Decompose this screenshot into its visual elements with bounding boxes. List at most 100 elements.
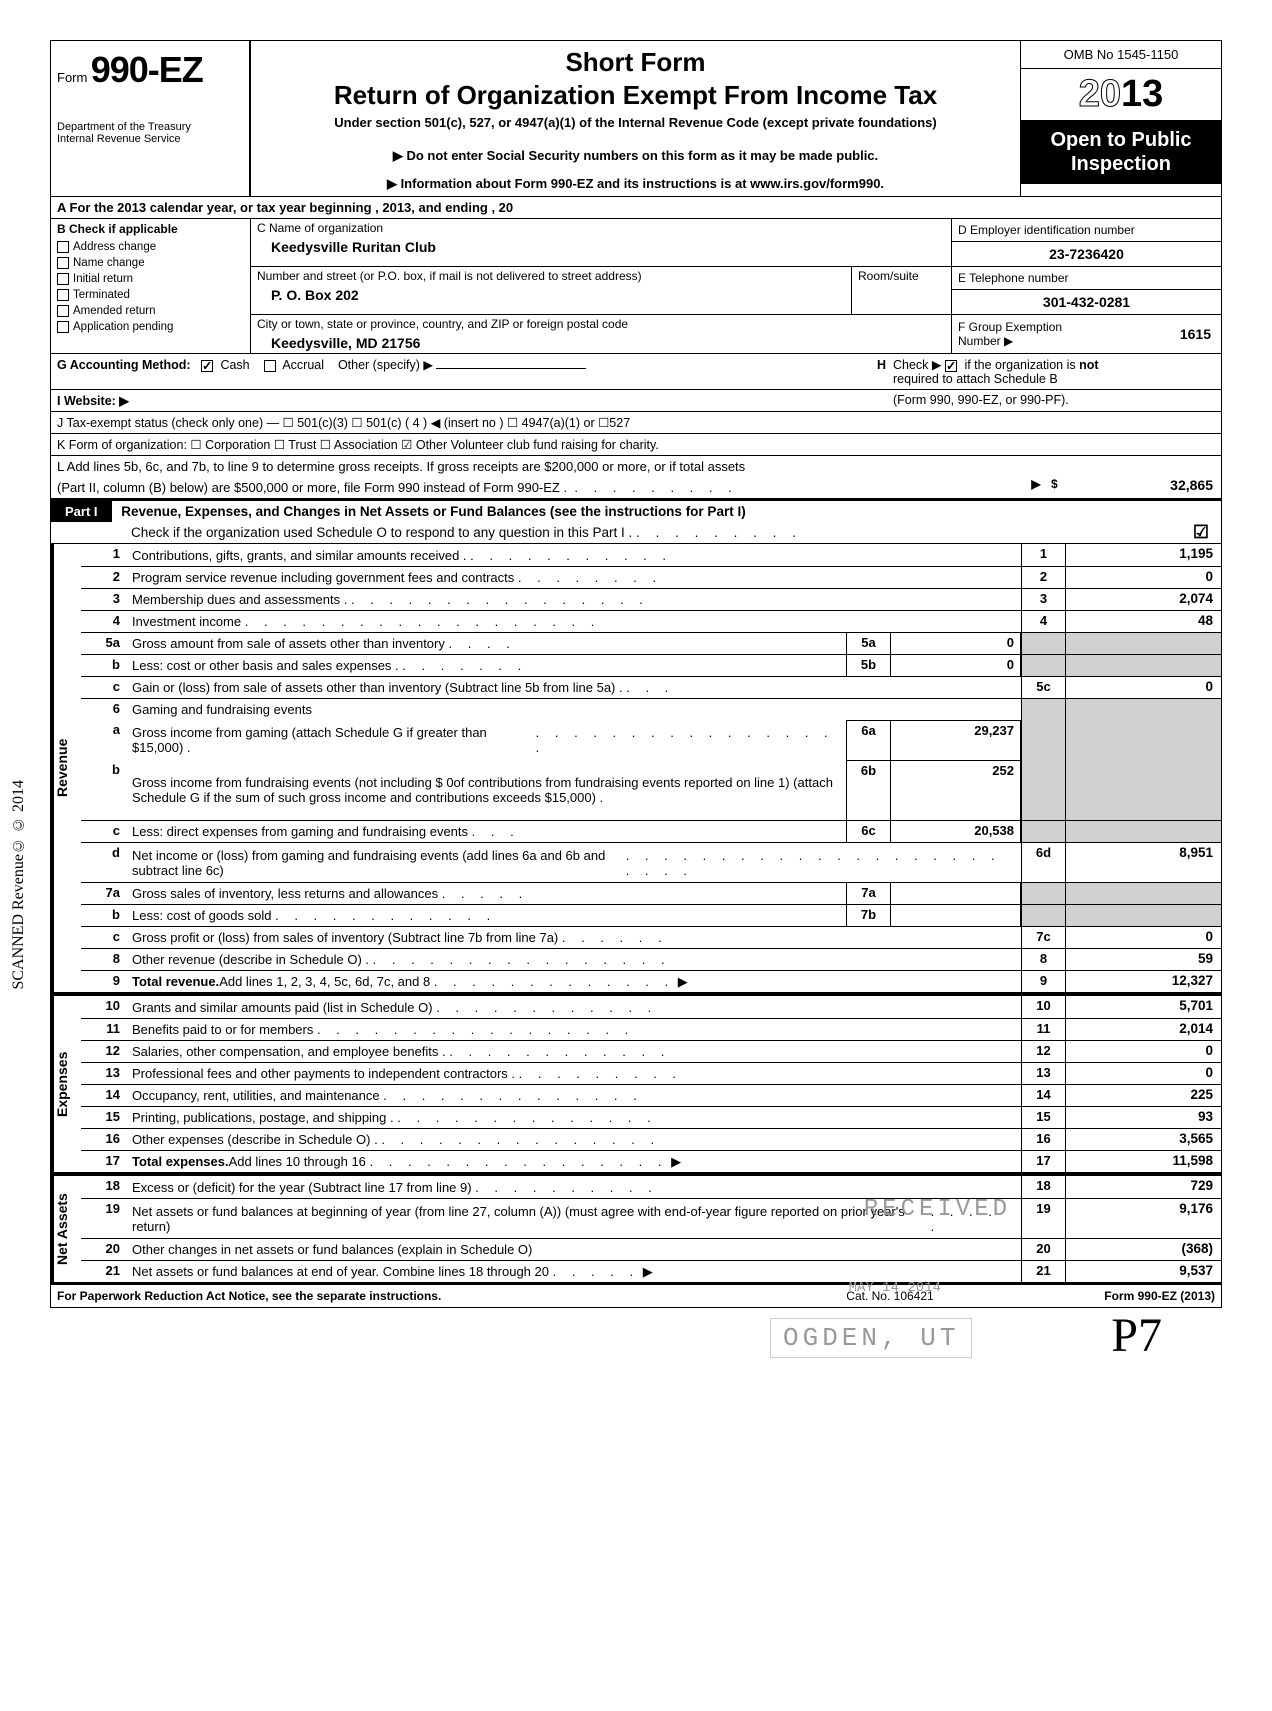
year-outline: 20 <box>1079 73 1121 115</box>
footer-paperwork: For Paperwork Reduction Act Notice, see … <box>57 1289 765 1303</box>
chk-terminated[interactable]: Terminated <box>51 287 250 303</box>
side-expenses: Expenses <box>51 996 81 1172</box>
netassets-section: Net Assets 18Excess or (deficit) for the… <box>51 1173 1221 1283</box>
part1-header-row: Part I Revenue, Expenses, and Changes in… <box>51 500 1221 544</box>
scanned-stamp: SCANNED Revenue© © 2014 <box>10 780 28 990</box>
chk-not-required-schb[interactable] <box>945 360 957 372</box>
line13-value: 0 <box>1066 1063 1221 1084</box>
page-number: P7 <box>1111 1308 1162 1363</box>
line17-value: 11,598 <box>1066 1151 1221 1172</box>
c-street-label: Number and street (or P.O. box, if mail … <box>251 267 851 285</box>
side-revenue: Revenue <box>51 544 81 992</box>
d-ein-label: D Employer identification number <box>952 219 1221 242</box>
footer-formno: Form 990-EZ (2013) <box>1015 1289 1215 1303</box>
g-accounting: G Accounting Method: Cash Accrual Other … <box>51 354 871 389</box>
e-phone-value: 301-432-0281 <box>952 290 1221 314</box>
chk-address-change[interactable]: Address change <box>51 239 250 255</box>
received-stamp: RECEIVED <box>864 1196 1011 1223</box>
chk-cash[interactable] <box>201 360 213 372</box>
footer-row: For Paperwork Reduction Act Notice, see … <box>51 1283 1221 1307</box>
omb-number: OMB No 1545-1150 <box>1021 41 1221 69</box>
b-header: B Check if applicable <box>51 219 250 239</box>
col-e: E Telephone number 301-432-0281 <box>951 267 1221 314</box>
line6d-value: 8,951 <box>1066 843 1221 882</box>
open-public-badge: Open to Public Inspection <box>1021 120 1221 184</box>
c-name-label: C Name of organization <box>251 219 951 237</box>
c-city-value: Keedysville, MD 21756 <box>251 333 951 353</box>
c-street-value: P. O. Box 202 <box>251 285 851 305</box>
line14-value: 225 <box>1066 1085 1221 1106</box>
col-b-checkboxes: B Check if applicable Address change Nam… <box>51 219 251 353</box>
line16-value: 3,565 <box>1066 1129 1221 1150</box>
line6b-value: 252 <box>891 760 1021 820</box>
row-j-tax-exempt: J Tax-exempt status (check only one) — ☐… <box>51 412 1221 434</box>
chk-initial-return[interactable]: Initial return <box>51 271 250 287</box>
f-number-label: Number ▶ <box>958 334 1013 348</box>
row-l: L Add lines 5b, 6c, and 7b, to line 9 to… <box>51 456 1221 500</box>
section-bcdef: B Check if applicable Address change Nam… <box>51 219 1221 354</box>
date-stamp: MAY 14 2014 <box>849 1280 941 1296</box>
part1-check-text: Check if the organization used Schedule … <box>51 522 1181 543</box>
row-a-text: A For the 2013 calendar year, or tax yea… <box>57 200 513 215</box>
line3-value: 2,074 <box>1066 589 1221 610</box>
chk-accrual[interactable] <box>264 360 276 372</box>
line6c-value: 20,538 <box>891 821 1021 842</box>
year-cell: OMB No 1545-1150 2013 Open to Public Ins… <box>1021 41 1221 196</box>
line2-value: 0 <box>1066 567 1221 588</box>
form-id-cell: Form 990-EZ Department of the Treasury I… <box>51 41 251 196</box>
e-phone-label: E Telephone number <box>952 267 1221 290</box>
i-website: I Website: ▶ <box>57 394 129 408</box>
line5a-value: 0 <box>891 633 1021 654</box>
open-line2: Inspection <box>1027 152 1215 176</box>
line9-value: 12,327 <box>1066 971 1221 992</box>
h-check: H Check ▶ if the organization is not req… <box>871 354 1221 389</box>
form-number: 990-EZ <box>91 49 203 90</box>
line4-value: 48 <box>1066 611 1221 632</box>
f-label: F Group Exemption <box>958 320 1062 334</box>
line10-value: 5,701 <box>1066 996 1221 1018</box>
ogden-stamp: OGDEN, UT <box>770 1318 972 1358</box>
row-i: I Website: ▶ (Form 990, 990-EZ, or 990-P… <box>51 390 1221 412</box>
col-c-org-info: C Name of organization Keedysville Rurit… <box>251 219 1221 353</box>
form-prefix: Form <box>57 70 87 85</box>
c-org-name: Keedysville Ruritan Club <box>251 237 951 257</box>
line15-value: 93 <box>1066 1107 1221 1128</box>
l-value: 32,865 <box>1071 477 1221 498</box>
subtitle: Under section 501(c), 527, or 4947(a)(1)… <box>261 115 1010 130</box>
form-990ez: Form 990-EZ Department of the Treasury I… <box>50 40 1222 1308</box>
l-text2: (Part II, column (B) below) are $500,000… <box>51 477 1021 498</box>
line6a-value: 29,237 <box>891 720 1021 760</box>
row-g-h: G Accounting Method: Cash Accrual Other … <box>51 354 1221 390</box>
year-bold: 13 <box>1121 73 1163 115</box>
line5c-value: 0 <box>1066 677 1221 698</box>
title-cell: Short Form Return of Organization Exempt… <box>251 41 1021 196</box>
h-line3: (Form 990, 990-EZ, or 990-PF). <box>871 390 1221 411</box>
open-line1: Open to Public <box>1027 128 1215 152</box>
line1-value: 1,195 <box>1066 544 1221 566</box>
l-text1: L Add lines 5b, 6c, and 7b, to line 9 to… <box>51 456 1221 477</box>
chk-name-change[interactable]: Name change <box>51 255 250 271</box>
info-link: ▶ Information about Form 990-EZ and its … <box>261 176 1010 192</box>
line21-value: 9,537 <box>1066 1261 1221 1282</box>
col-d: D Employer identification number 23-7236… <box>951 219 1221 266</box>
line7b-value <box>891 905 1021 926</box>
line7c-value: 0 <box>1066 927 1221 948</box>
line12-value: 0 <box>1066 1041 1221 1062</box>
expenses-section: Expenses 10Grants and similar amounts pa… <box>51 993 1221 1173</box>
line8-value: 59 <box>1066 949 1221 970</box>
short-form-label: Short Form <box>261 47 1010 78</box>
c-city-label: City or town, state or province, country… <box>251 315 951 333</box>
row-k-form-org: K Form of organization: ☐ Corporation ☐ … <box>51 434 1221 456</box>
part1-title: Revenue, Expenses, and Changes in Net As… <box>115 501 751 522</box>
revenue-section: Revenue 1Contributions, gifts, grants, a… <box>51 544 1221 993</box>
part1-label: Part I <box>51 501 112 522</box>
chk-amended[interactable]: Amended return <box>51 303 250 319</box>
line19-value: 9,176 <box>1066 1199 1221 1238</box>
chk-app-pending[interactable]: Application pending <box>51 319 250 335</box>
line7a-value <box>891 883 1021 904</box>
f-value: 1615 <box>1180 326 1221 342</box>
row-a-calendar-year: A For the 2013 calendar year, or tax yea… <box>51 197 1221 219</box>
h-line2: required to attach Schedule B <box>877 372 1215 386</box>
part1-checkbox[interactable]: ☑ <box>1181 522 1221 543</box>
header-row: Form 990-EZ Department of the Treasury I… <box>51 41 1221 197</box>
